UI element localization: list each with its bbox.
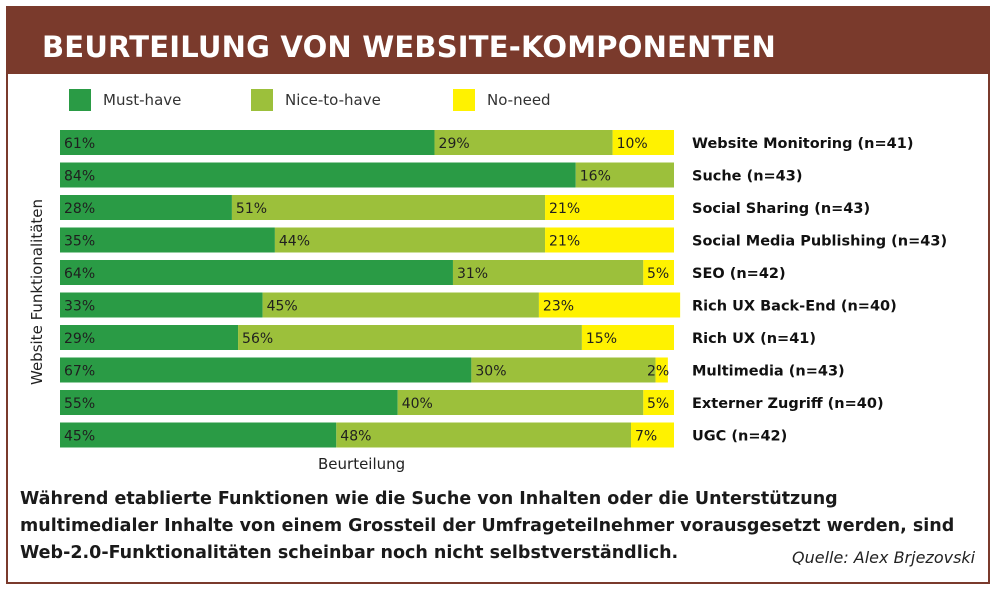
data-label-must-have-0: 61% [64, 136, 95, 152]
bar-nice-to-have-6 [238, 325, 582, 350]
data-label-nice-to-have-7: 30% [475, 364, 506, 380]
category-label-4: SEO (n=42) [692, 266, 786, 282]
bar-nice-to-have-7 [471, 357, 656, 383]
bar-nice-to-have-2 [231, 195, 546, 220]
bar-must-have-0 [60, 130, 435, 155]
data-label-must-have-3: 35% [64, 234, 95, 250]
bar-no-need-7 [655, 357, 668, 383]
data-label-no-need-9: 7% [635, 429, 657, 445]
bar-no-need-2 [545, 195, 674, 220]
caption-text: Während etablierte Funktionen wie die Su… [20, 489, 955, 563]
bar-no-need-6 [581, 325, 674, 350]
legend-label-nice-to-have: Nice-to-have [285, 91, 381, 109]
bar-no-need-8 [643, 390, 674, 415]
category-label-3: Social Media Publishing (n=43) [692, 234, 947, 250]
category-label-8: Externer Zugriff (n=40) [692, 396, 884, 412]
data-label-nice-to-have-8: 40% [402, 396, 433, 412]
legend-label-no-need: No-need [487, 91, 551, 109]
bar-must-have-6 [60, 325, 239, 350]
bar-no-need-3 [545, 227, 674, 253]
data-label-nice-to-have-5: 45% [267, 299, 298, 315]
data-label-nice-to-have-3: 44% [279, 234, 310, 250]
bar-nice-to-have-0 [434, 130, 613, 155]
bar-must-have-1 [60, 162, 576, 188]
data-label-must-have-7: 67% [64, 364, 95, 380]
x-axis-title: Beurteilung [318, 455, 406, 473]
data-label-must-have-6: 29% [64, 331, 95, 347]
category-label-1: Suche (n=43) [692, 169, 802, 185]
data-label-must-have-5: 33% [64, 299, 95, 315]
bar-nice-to-have-5 [262, 292, 539, 318]
data-label-nice-to-have-1: 16% [580, 169, 611, 185]
legend-swatch-must-have [69, 89, 91, 111]
data-label-must-have-2: 28% [64, 201, 95, 217]
data-label-nice-to-have-0: 29% [439, 136, 470, 152]
bar-no-need-5 [538, 292, 681, 318]
bar-nice-to-have-8 [397, 390, 644, 415]
bar-must-have-9 [60, 422, 337, 448]
bar-must-have-7 [60, 357, 472, 383]
bar-must-have-4 [60, 260, 453, 285]
category-label-0: Website Monitoring (n=41) [692, 136, 913, 152]
source-credit: Quelle: Alex Brjezovski [792, 548, 976, 567]
bar-no-need-4 [643, 260, 674, 285]
data-label-no-need-7: 2% [647, 364, 669, 380]
bar-nice-to-have-3 [274, 227, 546, 253]
bar-no-need-9 [631, 422, 674, 448]
bar-nice-to-have-4 [452, 260, 644, 285]
data-label-no-need-2: 21% [549, 201, 580, 217]
data-label-no-need-0: 10% [617, 136, 648, 152]
data-label-no-need-5: 23% [543, 299, 574, 315]
data-label-no-need-3: 21% [549, 234, 580, 250]
category-label-6: Rich UX (n=41) [692, 331, 816, 347]
category-label-5: Rich UX Back-End (n=40) [692, 299, 897, 315]
category-label-2: Social Sharing (n=43) [692, 201, 870, 217]
bar-must-have-2 [60, 195, 232, 220]
legend-label-must-have: Must-have [103, 91, 182, 109]
bar-must-have-5 [60, 292, 263, 318]
data-label-must-have-8: 55% [64, 396, 95, 412]
data-label-must-have-1: 84% [64, 169, 95, 185]
bar-nice-to-have-9 [336, 422, 632, 448]
data-label-no-need-4: 5% [647, 266, 669, 282]
bar-no-need-0 [612, 130, 674, 155]
chart-title: BEURTEILUNG VON WEBSITE-KOMPONENTEN [42, 30, 776, 64]
category-label-9: UGC (n=42) [692, 429, 787, 445]
data-label-no-need-6: 15% [586, 331, 617, 347]
legend-swatch-no-need [453, 89, 475, 111]
data-label-no-need-8: 5% [647, 396, 669, 412]
frame-border [6, 6, 990, 584]
data-label-nice-to-have-6: 56% [242, 331, 273, 347]
category-label-7: Multimedia (n=43) [692, 364, 845, 380]
data-label-nice-to-have-4: 31% [457, 266, 488, 282]
data-label-nice-to-have-9: 48% [340, 429, 371, 445]
bar-must-have-8 [60, 390, 398, 415]
data-label-must-have-4: 64% [64, 266, 95, 282]
header-bar: BEURTEILUNG VON WEBSITE-KOMPONENTEN [6, 6, 990, 74]
bar-nice-to-have-1 [575, 162, 674, 188]
data-label-nice-to-have-2: 51% [236, 201, 267, 217]
legend-swatch-nice-to-have [251, 89, 273, 111]
data-label-must-have-9: 45% [64, 429, 95, 445]
bar-must-have-3 [60, 227, 275, 253]
